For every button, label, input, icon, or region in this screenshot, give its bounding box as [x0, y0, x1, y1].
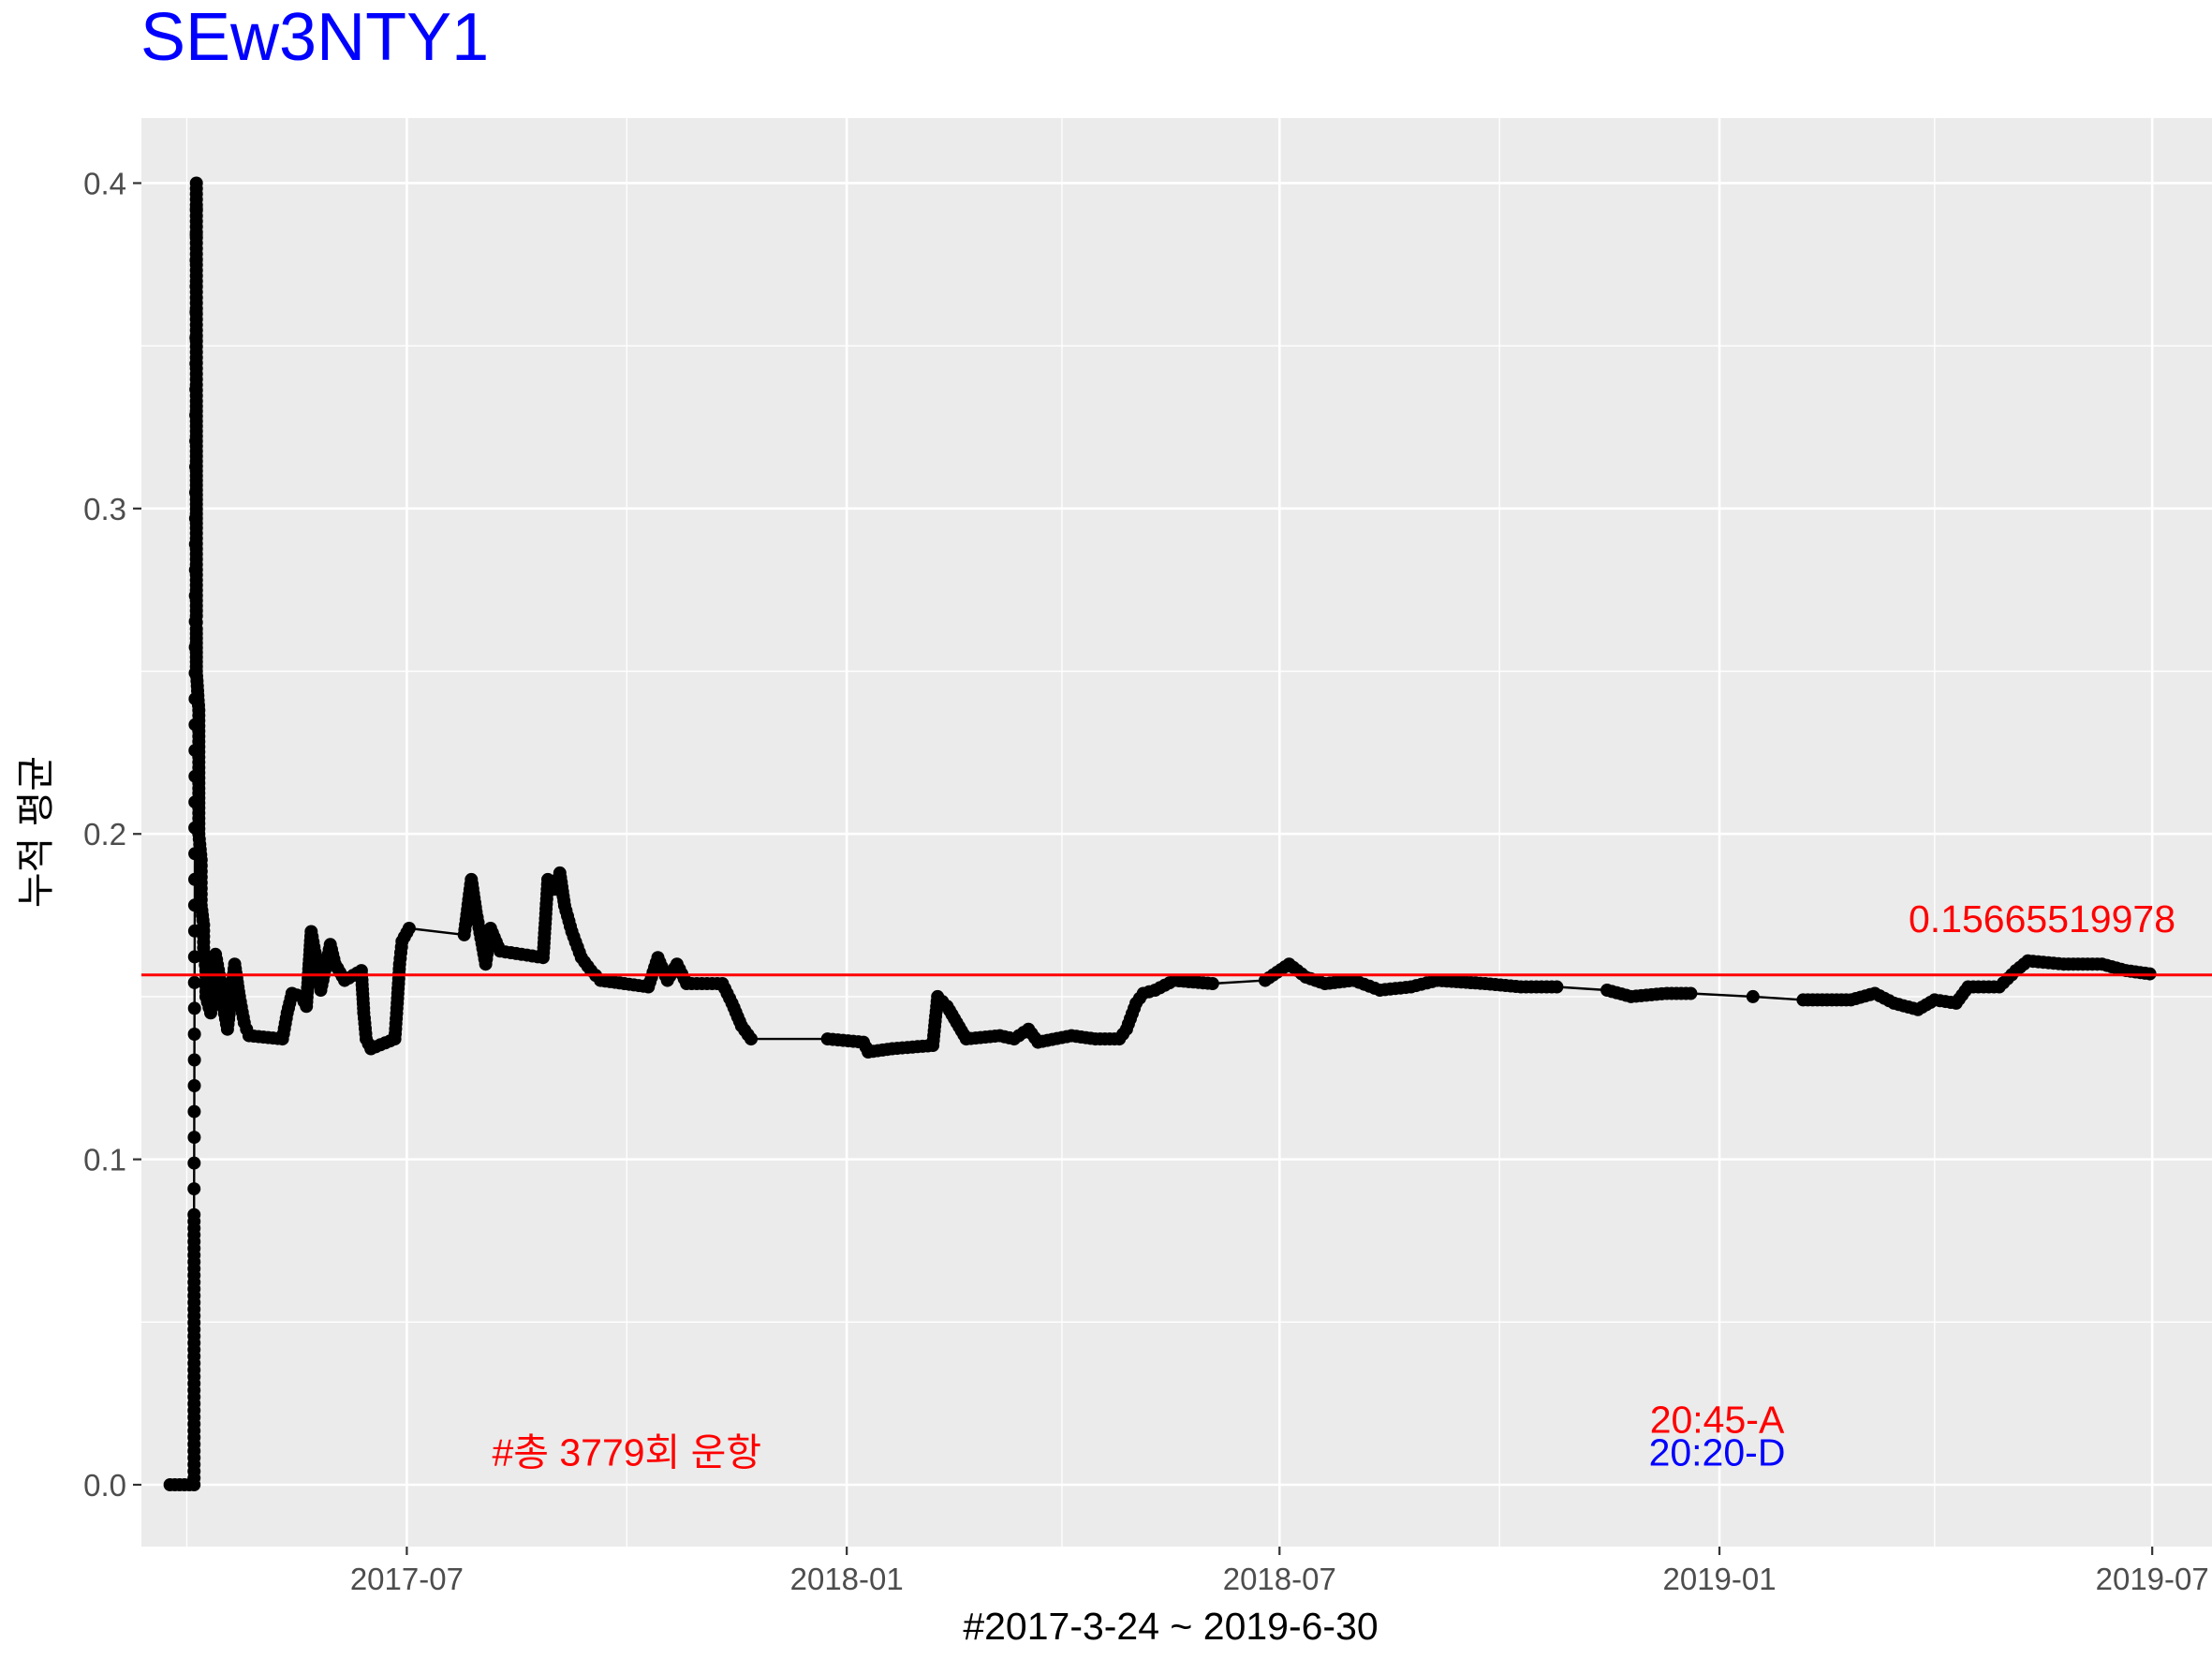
chart-title: SEw3NTY1	[140, 0, 489, 75]
annotation-text: 20:45-A	[1650, 1399, 1785, 1442]
series-point	[1684, 986, 1698, 1000]
series-point	[187, 1053, 201, 1067]
plot-panel	[141, 118, 2212, 1547]
y-tick-label: 0.2	[83, 817, 126, 852]
reference-line-layer: 0.15665519978	[141, 897, 2212, 977]
y-axis: 0.0 0.1 0.2 0.3 0.4	[83, 166, 141, 1503]
x-tick-label: 2017-07	[350, 1562, 464, 1596]
series-layer	[163, 176, 2157, 1491]
x-tick-label: 2018-01	[790, 1562, 904, 1596]
series-point	[402, 922, 416, 935]
series-point	[745, 1032, 758, 1046]
series-point	[1746, 989, 1760, 1003]
annotation-text: #총 3779회 운항	[492, 1430, 761, 1474]
series-point	[187, 1028, 201, 1041]
y-tick-label: 0.1	[83, 1143, 126, 1178]
series-point	[187, 1156, 201, 1170]
grid-major	[141, 118, 2212, 1547]
x-tick-label: 2019-07	[2096, 1562, 2209, 1596]
grid-minor	[141, 118, 2212, 1547]
series-point	[187, 1207, 201, 1222]
series-point	[187, 1104, 201, 1118]
y-tick-label: 0.0	[83, 1468, 126, 1503]
series-point	[1205, 977, 1219, 990]
annotation-text: 20:20-D	[1649, 1430, 1786, 1474]
x-axis-title: #2017-3-24 ~ 2019-6-30	[963, 1605, 1378, 1648]
series-point	[187, 1131, 201, 1145]
series-point	[187, 1182, 201, 1196]
series-point	[187, 1001, 201, 1015]
y-tick-label: 0.3	[83, 492, 126, 526]
y-axis-title: 누적 평균	[14, 756, 57, 908]
reference-line-label: 0.15665519978	[1909, 897, 2175, 941]
series-point	[1550, 980, 1564, 994]
x-axis: 2017-07 2018-01 2018-07 2019-01 2019-07	[350, 1547, 2209, 1596]
series-point	[187, 975, 201, 989]
x-tick-label: 2019-01	[1663, 1562, 1777, 1596]
y-tick-label: 0.4	[83, 166, 126, 200]
series-point	[187, 1079, 201, 1092]
x-tick-label: 2018-07	[1223, 1562, 1336, 1596]
annotation-layer: #총 3779회 운항 20:45-A20:20-D	[492, 1399, 1785, 1474]
